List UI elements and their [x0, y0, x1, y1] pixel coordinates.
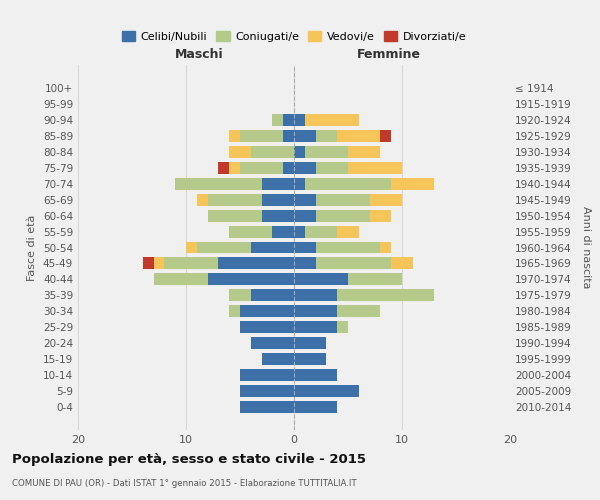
Bar [305, 146, 348, 158]
Bar [143, 258, 154, 270]
Bar [294, 370, 337, 382]
Bar [316, 162, 348, 173]
Bar [316, 130, 337, 141]
Bar [316, 242, 380, 254]
Bar [294, 114, 305, 126]
Bar [154, 274, 208, 285]
Bar [240, 130, 283, 141]
Bar [370, 210, 391, 222]
Bar [294, 322, 337, 334]
Bar [294, 354, 326, 366]
Bar [218, 162, 229, 173]
Bar [262, 354, 294, 366]
Bar [348, 146, 380, 158]
Bar [272, 114, 283, 126]
Bar [316, 258, 391, 270]
Bar [283, 114, 294, 126]
Text: Maschi: Maschi [175, 48, 223, 62]
Bar [154, 258, 164, 270]
Bar [272, 226, 294, 237]
Text: Popolazione per età, sesso e stato civile - 2015: Popolazione per età, sesso e stato civil… [12, 452, 366, 466]
Bar [294, 258, 316, 270]
Bar [197, 194, 208, 205]
Bar [283, 162, 294, 173]
Bar [294, 386, 359, 398]
Bar [316, 194, 370, 205]
Bar [218, 258, 294, 270]
Bar [294, 178, 305, 190]
Text: COMUNE DI PAU (OR) - Dati ISTAT 1° gennaio 2015 - Elaborazione TUTTITALIA.IT: COMUNE DI PAU (OR) - Dati ISTAT 1° genna… [12, 479, 356, 488]
Bar [380, 130, 391, 141]
Bar [197, 242, 251, 254]
Bar [294, 210, 316, 222]
Bar [294, 162, 316, 173]
Bar [229, 290, 251, 302]
Bar [294, 338, 326, 349]
Bar [348, 162, 402, 173]
Bar [316, 210, 370, 222]
Bar [229, 226, 272, 237]
Bar [240, 402, 294, 413]
Bar [262, 210, 294, 222]
Bar [337, 226, 359, 237]
Bar [251, 242, 294, 254]
Bar [337, 290, 434, 302]
Bar [262, 178, 294, 190]
Bar [251, 146, 294, 158]
Y-axis label: Fasce di età: Fasce di età [28, 214, 37, 280]
Bar [240, 386, 294, 398]
Bar [175, 178, 262, 190]
Bar [348, 274, 402, 285]
Bar [240, 370, 294, 382]
Bar [305, 114, 359, 126]
Bar [208, 194, 262, 205]
Bar [337, 130, 380, 141]
Bar [380, 242, 391, 254]
Bar [283, 130, 294, 141]
Bar [391, 178, 434, 190]
Bar [294, 402, 337, 413]
Text: Femmine: Femmine [357, 48, 421, 62]
Bar [240, 162, 283, 173]
Bar [305, 226, 337, 237]
Bar [391, 258, 413, 270]
Bar [294, 226, 305, 237]
Bar [208, 210, 262, 222]
Bar [337, 306, 380, 318]
Bar [294, 130, 316, 141]
Bar [294, 274, 348, 285]
Bar [370, 194, 402, 205]
Bar [208, 274, 294, 285]
Legend: Celibi/Nubili, Coniugati/e, Vedovi/e, Divorziati/e: Celibi/Nubili, Coniugati/e, Vedovi/e, Di… [118, 27, 470, 46]
Bar [251, 290, 294, 302]
Bar [229, 306, 240, 318]
Bar [337, 322, 348, 334]
Bar [229, 146, 251, 158]
Bar [164, 258, 218, 270]
Bar [294, 194, 316, 205]
Bar [251, 338, 294, 349]
Bar [294, 290, 337, 302]
Bar [229, 162, 240, 173]
Bar [305, 178, 391, 190]
Bar [294, 242, 316, 254]
Bar [240, 306, 294, 318]
Bar [240, 322, 294, 334]
Bar [229, 130, 240, 141]
Y-axis label: Anni di nascita: Anni di nascita [581, 206, 591, 289]
Bar [262, 194, 294, 205]
Bar [294, 306, 337, 318]
Bar [294, 146, 305, 158]
Bar [186, 242, 197, 254]
